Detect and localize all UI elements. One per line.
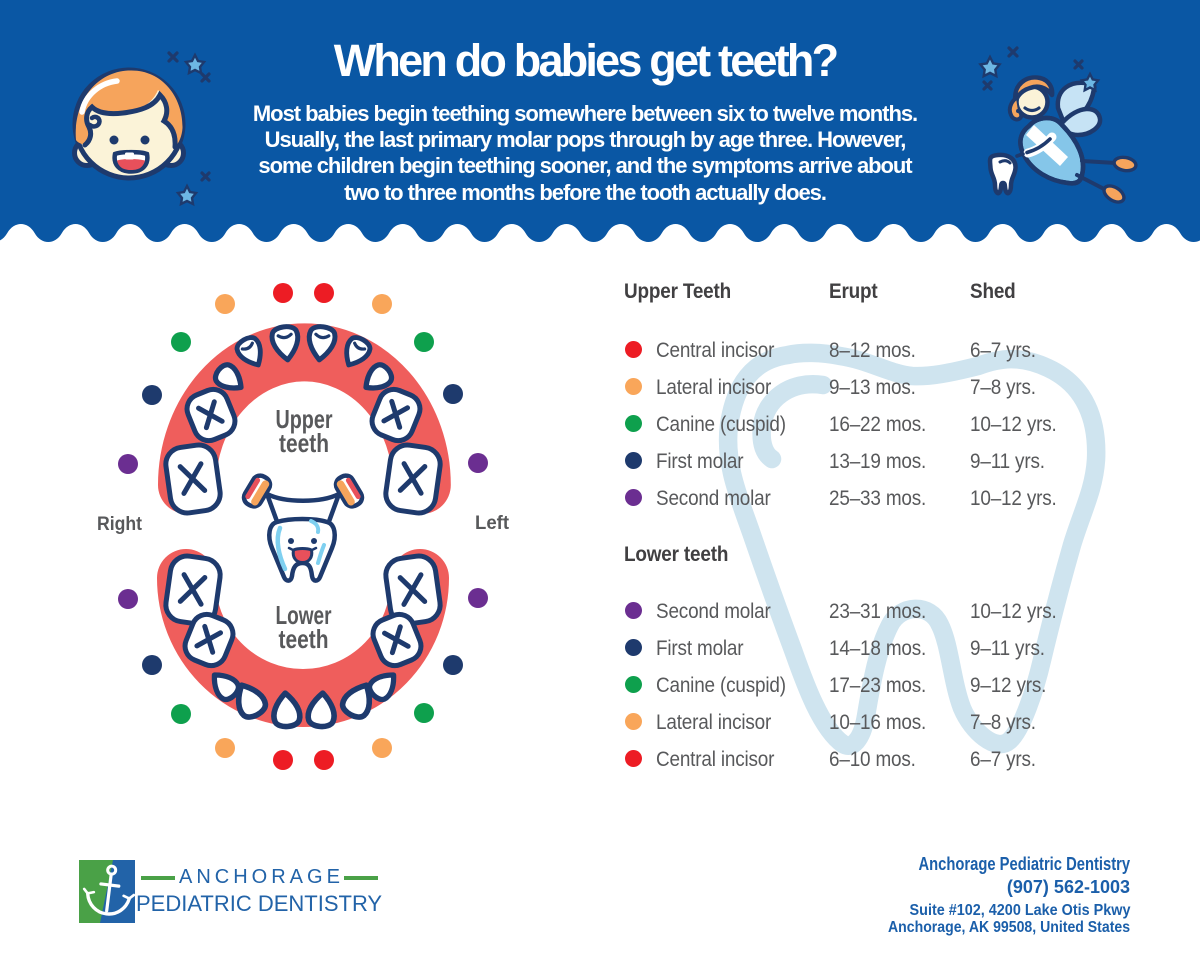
svg-text:teeth: teeth (279, 428, 329, 458)
svg-text:Left: Left (475, 512, 509, 534)
svg-text:teeth: teeth (279, 624, 329, 654)
svg-text:Right: Right (97, 513, 142, 535)
svg-text:Lower: Lower (276, 600, 332, 630)
svg-text:Upper: Upper (276, 404, 333, 434)
